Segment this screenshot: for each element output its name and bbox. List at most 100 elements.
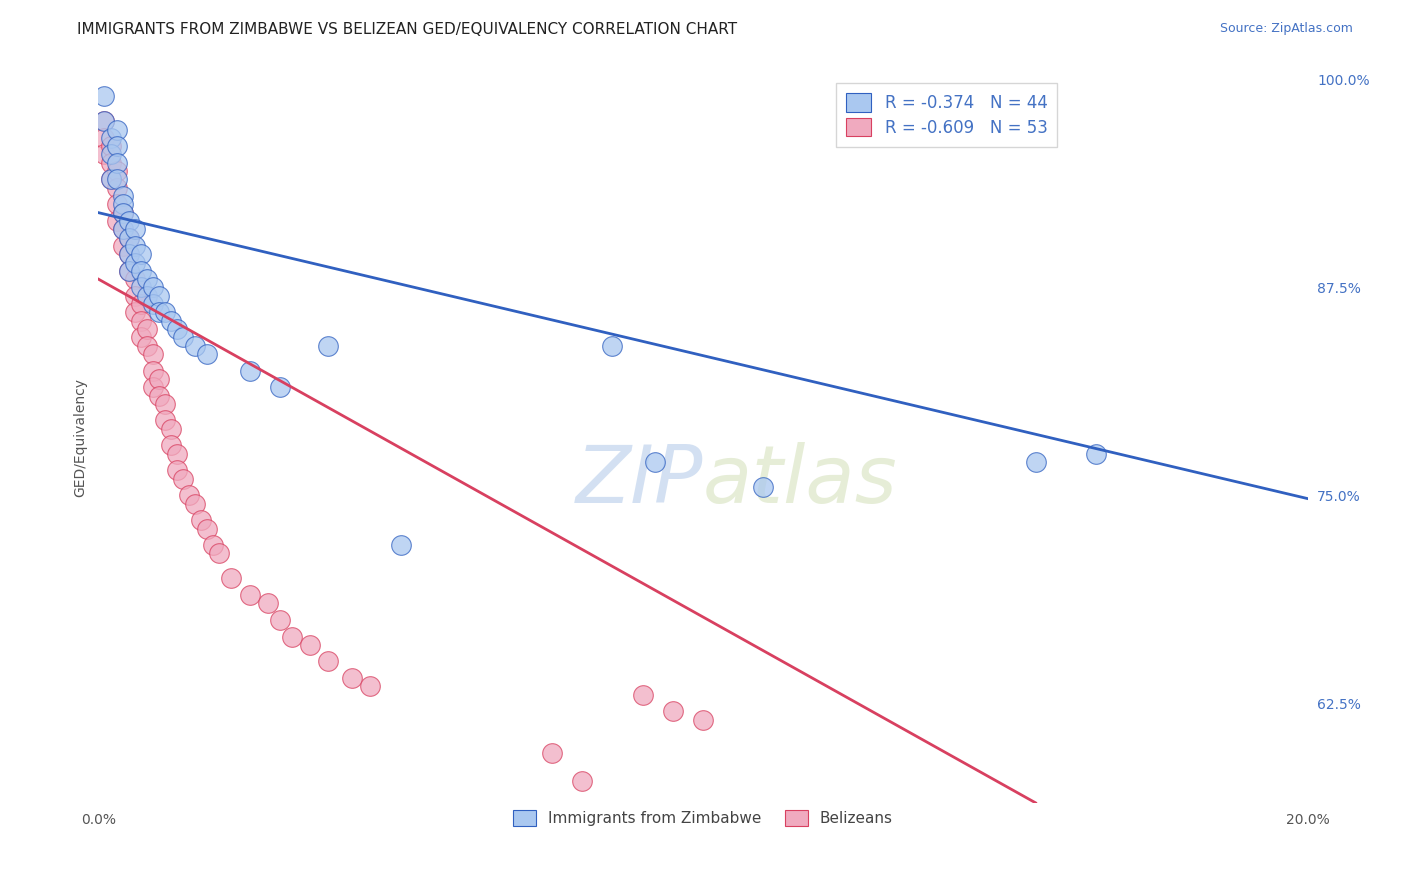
Point xyxy=(692,713,714,727)
Point xyxy=(142,380,165,394)
Point xyxy=(208,546,231,560)
Point xyxy=(135,338,157,352)
Text: ZIP: ZIP xyxy=(575,442,703,520)
Point xyxy=(111,205,134,219)
Point xyxy=(142,347,165,361)
Point xyxy=(316,655,339,669)
Point xyxy=(195,347,218,361)
Point xyxy=(105,172,128,186)
Point xyxy=(148,372,170,386)
Point xyxy=(105,180,128,194)
Point xyxy=(540,746,562,760)
Point xyxy=(166,447,188,461)
Point xyxy=(105,164,128,178)
Point xyxy=(129,247,152,261)
Point xyxy=(111,197,134,211)
Point xyxy=(111,222,134,236)
Point xyxy=(129,330,152,344)
Point xyxy=(631,688,654,702)
Point xyxy=(1085,447,1108,461)
Point xyxy=(118,264,141,278)
Point xyxy=(239,588,262,602)
Point xyxy=(111,222,134,236)
Point xyxy=(179,488,201,502)
Point xyxy=(360,680,382,694)
Point xyxy=(118,247,141,261)
Point xyxy=(111,189,134,203)
Point xyxy=(93,131,115,145)
Point xyxy=(105,155,128,169)
Point xyxy=(153,413,176,427)
Point xyxy=(124,255,146,269)
Point xyxy=(342,671,364,685)
Point xyxy=(148,305,170,319)
Point xyxy=(184,338,207,352)
Y-axis label: GED/Equivalency: GED/Equivalency xyxy=(73,377,87,497)
Point xyxy=(100,172,122,186)
Point xyxy=(190,513,212,527)
Point xyxy=(118,214,141,228)
Point xyxy=(172,330,194,344)
Point xyxy=(160,438,183,452)
Point xyxy=(100,147,122,161)
Point xyxy=(105,122,128,136)
Point xyxy=(111,205,134,219)
Point xyxy=(1024,455,1046,469)
Point xyxy=(124,239,146,253)
Point xyxy=(195,521,218,535)
Text: Source: ZipAtlas.com: Source: ZipAtlas.com xyxy=(1219,22,1353,36)
Point xyxy=(111,239,134,253)
Point xyxy=(93,89,115,103)
Point xyxy=(118,230,141,244)
Point xyxy=(221,571,243,585)
Point xyxy=(160,314,183,328)
Point xyxy=(93,147,115,161)
Point xyxy=(202,538,225,552)
Point xyxy=(752,480,775,494)
Point xyxy=(316,338,339,352)
Point xyxy=(389,538,412,552)
Point xyxy=(135,272,157,286)
Point xyxy=(118,264,141,278)
Point xyxy=(118,230,141,244)
Point xyxy=(239,363,262,377)
Point xyxy=(661,704,683,718)
Point xyxy=(571,774,593,789)
Point xyxy=(105,139,128,153)
Point xyxy=(269,613,291,627)
Point xyxy=(160,422,183,436)
Point xyxy=(93,114,115,128)
Point xyxy=(166,463,188,477)
Point xyxy=(172,472,194,486)
Point xyxy=(142,363,165,377)
Point xyxy=(153,305,176,319)
Point xyxy=(166,322,188,336)
Point xyxy=(269,380,291,394)
Point xyxy=(135,322,157,336)
Point xyxy=(105,197,128,211)
Point xyxy=(105,214,128,228)
Point xyxy=(129,314,152,328)
Point xyxy=(299,638,322,652)
Point xyxy=(118,247,141,261)
Point xyxy=(129,280,152,294)
Point xyxy=(142,297,165,311)
Point xyxy=(148,388,170,402)
Legend: Immigrants from Zimbabwe, Belizeans: Immigrants from Zimbabwe, Belizeans xyxy=(503,800,903,836)
Point xyxy=(142,280,165,294)
Point xyxy=(100,155,122,169)
Point xyxy=(644,455,666,469)
Point xyxy=(153,397,176,411)
Point xyxy=(135,289,157,303)
Point xyxy=(129,264,152,278)
Point xyxy=(184,497,207,511)
Point xyxy=(124,222,146,236)
Text: atlas: atlas xyxy=(703,442,898,520)
Point xyxy=(602,338,624,352)
Point xyxy=(124,289,146,303)
Point xyxy=(124,272,146,286)
Point xyxy=(100,172,122,186)
Point xyxy=(148,289,170,303)
Point xyxy=(256,596,278,610)
Point xyxy=(281,630,304,644)
